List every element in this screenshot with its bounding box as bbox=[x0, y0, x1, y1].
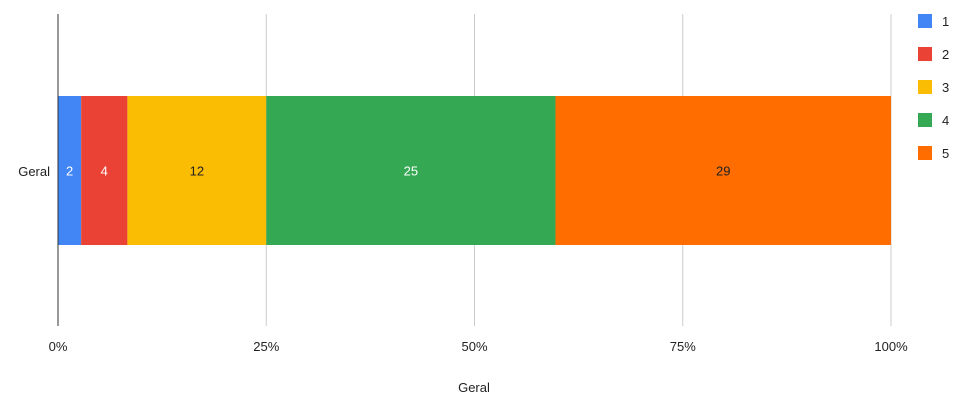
legend-swatch-2 bbox=[918, 47, 932, 61]
legend-label-4: 4 bbox=[942, 113, 949, 128]
legend-swatch-3 bbox=[918, 80, 932, 94]
legend-label-5: 5 bbox=[942, 146, 949, 161]
bar-segment-3 bbox=[127, 96, 267, 245]
bar-segment-4 bbox=[266, 96, 556, 245]
legend-swatch-5 bbox=[918, 146, 932, 160]
data-label-2: 4 bbox=[101, 164, 108, 179]
legend-swatch-4 bbox=[918, 113, 932, 127]
x-tick-label: 0% bbox=[49, 339, 68, 354]
bar-segment-2 bbox=[81, 96, 128, 245]
bar-segment-5 bbox=[555, 96, 891, 245]
data-label-5: 29 bbox=[716, 164, 730, 179]
x-axis-title: Geral bbox=[458, 380, 490, 394]
legend-label-2: 2 bbox=[942, 47, 949, 62]
x-tick-label: 50% bbox=[461, 339, 487, 354]
legend-label-1: 1 bbox=[942, 14, 949, 29]
bar-segment-1 bbox=[58, 96, 82, 245]
x-tick-label: 75% bbox=[670, 339, 696, 354]
data-label-1: 2 bbox=[66, 164, 73, 179]
category-label: Geral bbox=[18, 164, 50, 179]
bars bbox=[58, 96, 891, 245]
legend-label-3: 3 bbox=[942, 80, 949, 95]
x-tick-label: 100% bbox=[874, 339, 908, 354]
x-tick-label: 25% bbox=[253, 339, 279, 354]
data-label-4: 25 bbox=[404, 164, 418, 179]
legend-swatch-1 bbox=[918, 14, 932, 28]
legend: 1 2 3 4 5 bbox=[918, 14, 949, 161]
data-label-3: 12 bbox=[190, 164, 204, 179]
data-labels: 2 4 12 25 29 bbox=[66, 164, 731, 179]
x-axis-ticks: 0% 25% 50% 75% 100% bbox=[49, 339, 908, 354]
